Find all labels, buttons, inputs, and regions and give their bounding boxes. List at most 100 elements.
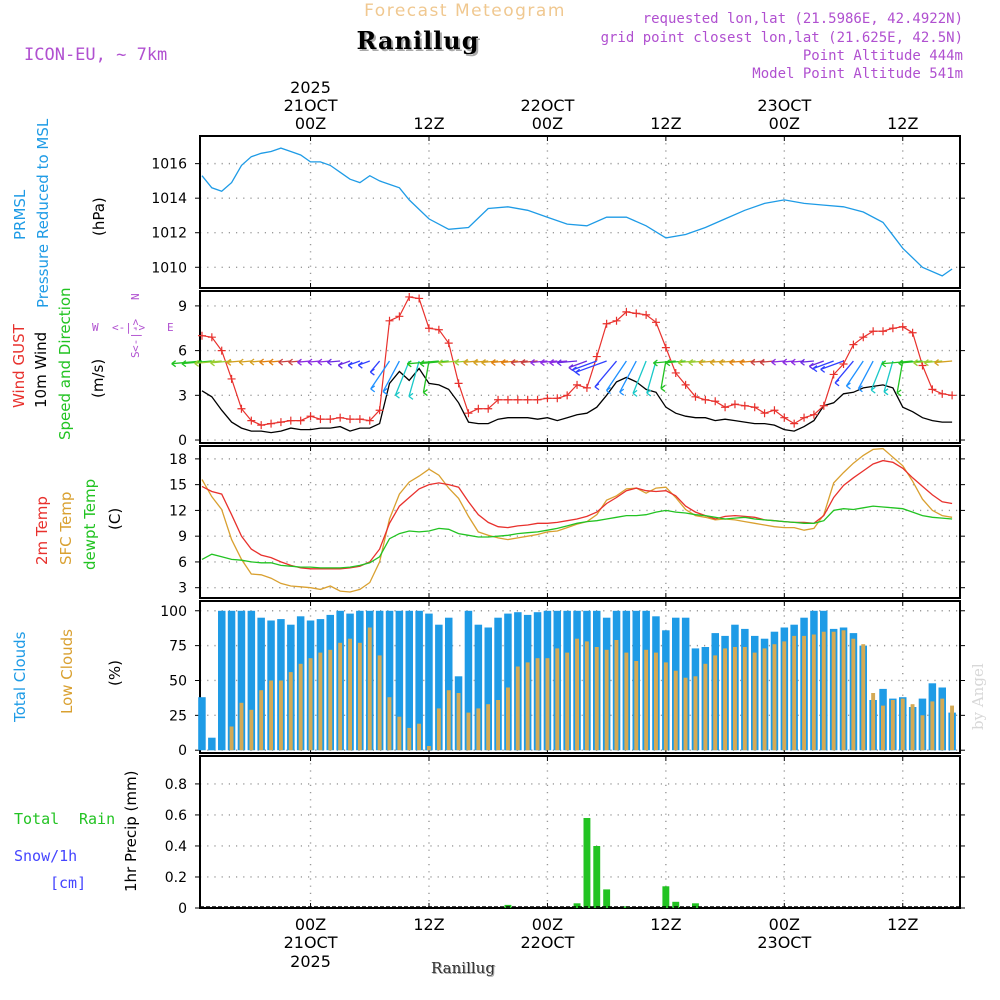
pressure-label: Pressure Reduced to MSL — [34, 118, 52, 308]
gust-marker — [602, 319, 611, 328]
y-tick-label: 0.6 — [165, 808, 187, 824]
wind-arrow-head — [194, 359, 200, 367]
low-cloud-bar — [644, 649, 649, 751]
wind-arrow-head — [530, 358, 535, 367]
gust-marker — [217, 346, 226, 355]
wind-arrow-head — [347, 361, 353, 369]
wind-arrow-head — [395, 391, 400, 399]
gust-marker — [770, 406, 779, 415]
wind-arrow-head — [923, 359, 929, 367]
gust-marker — [721, 403, 730, 412]
gust-marker — [346, 415, 355, 424]
wind-arrow-head — [520, 358, 526, 367]
top-time-label: 12Z — [413, 114, 444, 133]
y-tick-label: 15 — [169, 478, 187, 494]
wind-arrow-head — [790, 358, 796, 366]
wind-arrow — [557, 360, 578, 364]
precip-labels: Total Rain Snow/1h [cm] 1hr Precip (mm) — [14, 771, 140, 892]
wind-arrow-head — [808, 362, 814, 370]
total-cloud-bar — [247, 610, 256, 751]
gust-marker — [819, 401, 828, 410]
gust-marker — [859, 333, 868, 342]
bottom-date-label: 21OCT — [284, 933, 338, 952]
wind-arrow-head — [438, 359, 443, 367]
gust-marker — [336, 413, 345, 422]
wind-arrow-head — [820, 365, 826, 373]
wind-arrow — [800, 360, 814, 363]
top-time-label: 00Z — [295, 114, 326, 133]
y-tick-label: 1012 — [151, 226, 187, 242]
wind-arrow — [408, 360, 420, 397]
wind-arrow-head — [226, 358, 232, 366]
clouds-unit: (%) — [106, 660, 124, 686]
bottom-time-label: 12Z — [887, 915, 918, 934]
low-cloud-bar — [762, 648, 767, 751]
wind-arrow-head — [653, 359, 658, 367]
top-date-label: 23OCT — [757, 96, 811, 115]
wind-arrow-head — [307, 358, 313, 366]
gust-marker — [592, 352, 601, 361]
wind-arrow — [710, 360, 726, 363]
gust-marker — [780, 413, 789, 422]
gust-marker — [306, 412, 315, 421]
dewpt-line — [201, 505, 953, 569]
rain-bar — [573, 903, 581, 908]
bottom-time-label: 12Z — [650, 915, 681, 934]
total-cloud-bar — [415, 610, 423, 751]
bottom-year-label: 2025 — [290, 952, 331, 971]
gust-marker — [612, 316, 621, 325]
y-tick-label: 3 — [178, 388, 187, 404]
gust-marker — [237, 404, 246, 413]
low-cloud-bar — [417, 723, 421, 751]
top-time-label: 12Z — [650, 114, 681, 133]
wind-arrow-head — [382, 388, 388, 396]
wind-arrow-head — [759, 358, 765, 366]
top-date-label: 21OCT — [284, 96, 338, 115]
wind-arrow — [660, 360, 667, 389]
gust-marker — [355, 415, 364, 424]
wind-arrow-head — [846, 382, 851, 390]
rain-label: Rain — [79, 810, 115, 828]
y-tick-label: 3 — [178, 581, 187, 597]
low-cloud-bar — [279, 680, 283, 751]
wind-arrow — [619, 360, 637, 393]
model-label: ICON-EU, ~ 7km — [24, 45, 167, 65]
wind-arrow — [594, 360, 618, 388]
gust-marker — [444, 339, 453, 348]
panel-frame — [199, 290, 961, 444]
y-tick-label: 75 — [169, 639, 187, 655]
panel-frame — [199, 135, 961, 289]
total-cloud-bar — [435, 624, 443, 751]
gust-label: Wind GUST — [10, 323, 28, 408]
low-cloud-bar — [752, 652, 757, 751]
gust-marker — [375, 406, 384, 415]
wind-arrow-head — [454, 358, 460, 366]
panel-4: 0 25 50 75 100 — [160, 600, 965, 759]
wind-arrow — [249, 360, 262, 363]
gust-marker — [948, 391, 957, 400]
low-cloud-bar — [239, 702, 244, 751]
wind-arrow-head — [549, 359, 555, 367]
low-clouds-label: Low Clouds — [58, 629, 76, 714]
low-cloud-bar — [486, 704, 491, 751]
wind-arrow-head — [709, 358, 715, 366]
wind-arrow-head — [646, 389, 652, 397]
total-cloud-bar — [208, 737, 216, 751]
total-cloud-bar — [494, 617, 502, 751]
low-cloud-bar — [397, 716, 402, 751]
wind-arrow-head — [934, 359, 939, 367]
wind-arrow-head — [898, 359, 903, 367]
bottom-time-label: 00Z — [295, 915, 326, 934]
wind-arrow — [481, 360, 499, 364]
gust-marker — [533, 395, 542, 404]
low-cloud-bar — [407, 727, 412, 751]
low-cloud-bar — [851, 638, 856, 751]
low-cloud-bar — [288, 672, 293, 751]
wind-arrow — [394, 360, 410, 396]
panel-frame — [199, 445, 961, 599]
gust-marker — [484, 404, 493, 413]
low-cloud-bar — [821, 631, 826, 751]
low-cloud-bar — [782, 641, 787, 751]
gust-marker — [740, 401, 749, 410]
wind-speed-line — [201, 367, 953, 434]
